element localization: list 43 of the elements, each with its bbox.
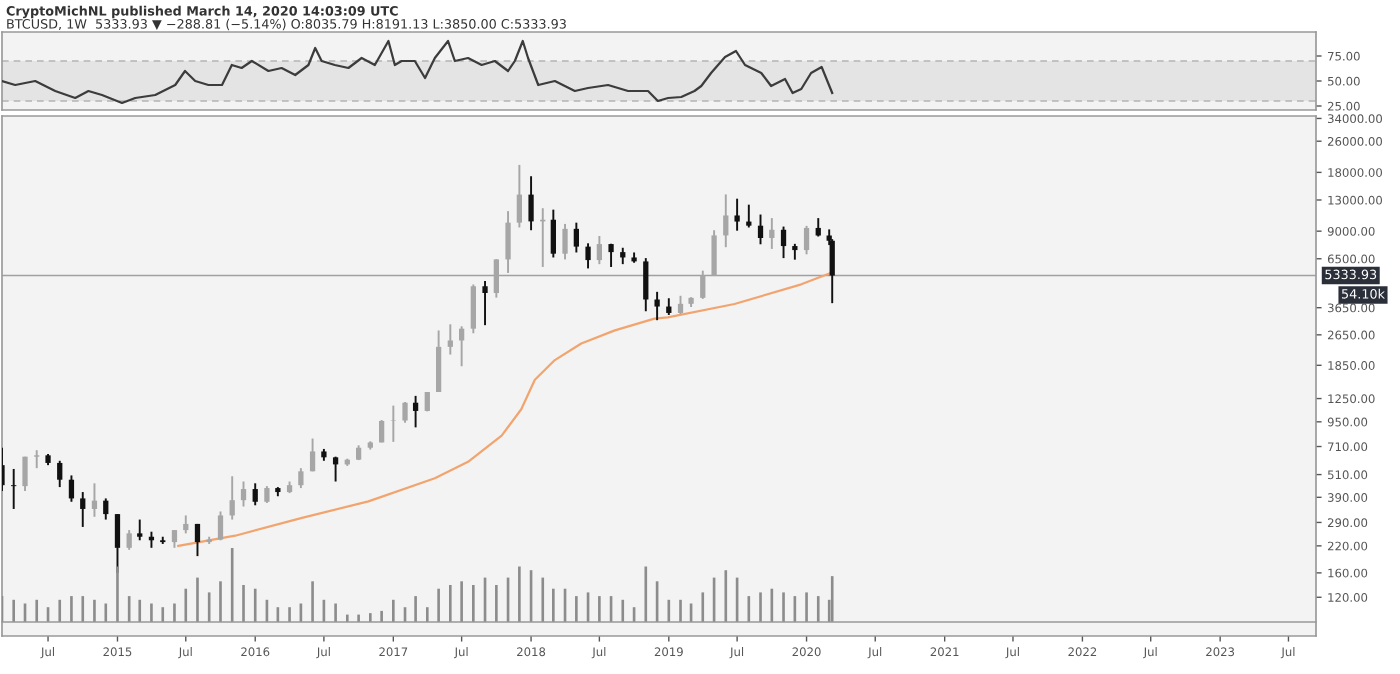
candlestick xyxy=(402,401,408,424)
candlestick xyxy=(447,323,453,356)
line-series xyxy=(2,39,834,105)
candlestick xyxy=(470,283,476,335)
candlestick xyxy=(103,497,109,521)
candlestick xyxy=(91,482,98,518)
candlestick xyxy=(573,221,579,254)
candlestick xyxy=(80,491,86,528)
candlestick xyxy=(412,394,419,429)
candlestick xyxy=(596,235,603,266)
candlestick xyxy=(332,455,339,483)
candlestick xyxy=(550,208,556,259)
candlestick xyxy=(769,217,775,250)
candlestick xyxy=(643,257,649,313)
candlestick xyxy=(11,467,17,510)
candlestick xyxy=(815,217,821,238)
candlestick xyxy=(757,213,764,246)
candlestick xyxy=(57,459,63,489)
candlestick xyxy=(803,224,810,256)
candlestick xyxy=(435,329,442,393)
candlestick xyxy=(22,455,28,493)
candlestick xyxy=(68,474,75,503)
candlestick xyxy=(585,242,591,270)
candlestick xyxy=(34,449,40,470)
candlestick xyxy=(746,203,752,229)
candlestick xyxy=(137,518,143,542)
candlestick xyxy=(126,529,132,551)
candlestick xyxy=(723,193,729,249)
candlestick xyxy=(252,482,258,507)
candlestick xyxy=(309,437,316,473)
candlestick xyxy=(298,467,304,490)
candlestick xyxy=(194,522,201,558)
candlestick xyxy=(528,175,534,232)
candlestick xyxy=(240,480,247,508)
candlestick xyxy=(217,510,224,542)
candlestick xyxy=(562,222,568,261)
candlestick xyxy=(780,225,787,260)
candlestick xyxy=(734,197,740,232)
candlestick xyxy=(482,280,488,327)
candlestick xyxy=(229,475,235,521)
candlestick xyxy=(516,163,523,229)
candlestick xyxy=(677,294,684,316)
candlestick xyxy=(654,290,660,322)
